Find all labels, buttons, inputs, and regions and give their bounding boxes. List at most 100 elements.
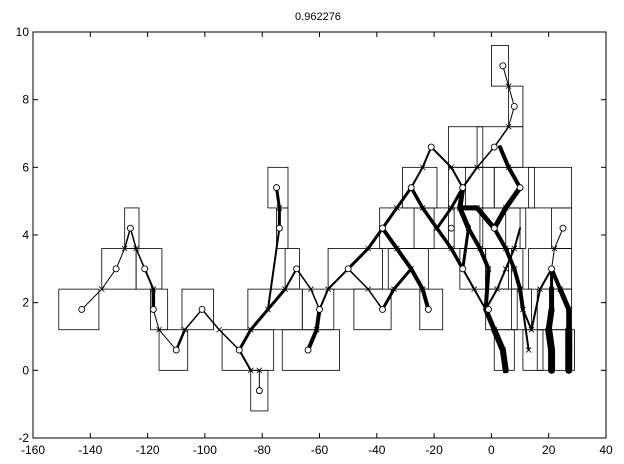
cross-marker — [247, 326, 254, 333]
path-segment — [493, 125, 510, 148]
path-segment — [310, 288, 321, 311]
path-segment — [506, 165, 523, 190]
path-segment — [218, 328, 241, 351]
cross-marker — [393, 245, 400, 252]
cross-marker — [216, 326, 223, 333]
path-segment — [503, 185, 523, 211]
circle-marker — [149, 305, 157, 313]
circle-marker — [447, 224, 455, 232]
path-segment — [435, 226, 454, 251]
path-segment — [81, 288, 103, 310]
path-segment — [503, 246, 517, 271]
cross-marker — [393, 205, 400, 211]
cross-marker — [313, 326, 320, 333]
circle-marker — [459, 265, 467, 273]
circle-marker — [78, 305, 86, 313]
cell-box — [124, 207, 140, 249]
cross-marker — [485, 265, 492, 272]
x-tick-label: -160 — [21, 443, 45, 457]
path-segment — [430, 146, 453, 169]
cross-marker — [548, 347, 555, 353]
cross-marker — [565, 367, 572, 374]
cross-marker — [565, 347, 572, 353]
cross-marker — [525, 347, 532, 353]
path-segment — [347, 268, 369, 290]
y-tick-label: -2 — [18, 431, 29, 445]
path-segment — [184, 308, 203, 331]
cross-marker — [511, 265, 518, 272]
cross-marker — [471, 286, 478, 293]
cross-marker — [465, 225, 472, 232]
circle-marker — [172, 346, 180, 354]
path-segment — [499, 347, 509, 374]
path-segment — [201, 308, 220, 331]
circle-marker — [490, 143, 498, 151]
path-segment — [266, 287, 287, 311]
path-segment — [238, 349, 252, 372]
path-segment — [380, 226, 399, 251]
cross-marker — [502, 245, 509, 252]
x-tick-label: -80 — [254, 443, 272, 457]
circle-marker — [510, 102, 518, 110]
cross-marker — [408, 265, 415, 272]
path-segment — [143, 267, 155, 291]
path-segment — [420, 206, 439, 230]
cross-marker — [434, 225, 440, 232]
path-segment — [129, 227, 137, 250]
cross-marker — [474, 164, 480, 171]
y-tick-label: 4 — [22, 228, 29, 242]
path-segment — [539, 267, 553, 291]
axes: -160 -140 -120 -100 -80 -60 -40 -20 0 20 40-202468… — [16, 25, 613, 457]
cross-marker — [502, 367, 509, 374]
cross-marker — [502, 265, 509, 272]
path-segment — [327, 267, 350, 291]
path-segment — [466, 226, 482, 251]
path-segment — [367, 288, 384, 311]
cross-marker — [537, 286, 543, 293]
y-tick-label: 2 — [22, 296, 29, 310]
cross-marker — [502, 205, 509, 211]
cross-marker — [517, 286, 523, 293]
x-tick-label: -40 — [368, 443, 386, 457]
path-segment — [266, 227, 281, 311]
path-segment — [483, 266, 491, 312]
circle-marker — [126, 224, 134, 232]
cross-marker — [133, 245, 140, 252]
circle-marker — [235, 346, 243, 354]
circle-marker — [516, 184, 524, 192]
x-tick-label: 20 — [542, 443, 556, 457]
cross-marker — [181, 326, 188, 333]
cell-box — [522, 329, 544, 371]
cross-marker — [419, 286, 426, 293]
path-segment — [477, 246, 491, 271]
cross-marker — [548, 367, 555, 374]
path-segment — [476, 146, 496, 169]
path-segment — [395, 186, 413, 210]
cross-marker — [256, 367, 263, 374]
cell-box — [551, 207, 573, 249]
x-tick-label: -140 — [78, 443, 102, 457]
x-tick-label: -20 — [425, 443, 443, 457]
cross-marker — [448, 205, 455, 211]
path-segment — [435, 206, 453, 230]
cross-marker — [548, 306, 555, 313]
circle-marker — [344, 265, 352, 273]
path-segment — [237, 328, 253, 352]
cross-marker — [365, 245, 372, 252]
cell-box — [536, 329, 575, 371]
cross-marker — [477, 245, 483, 252]
path-segment — [421, 146, 433, 169]
cross-marker — [505, 83, 512, 90]
cross-marker — [265, 306, 271, 313]
cross-marker — [499, 347, 506, 353]
cell-box — [448, 126, 484, 168]
path-segment — [502, 65, 510, 87]
path-segment — [512, 266, 523, 292]
circle-marker — [293, 265, 301, 273]
circle-marker — [379, 224, 386, 232]
y-tick-label: 8 — [22, 93, 29, 107]
cell-box — [490, 45, 509, 87]
cross-marker — [98, 286, 105, 293]
circle-marker — [304, 346, 312, 354]
